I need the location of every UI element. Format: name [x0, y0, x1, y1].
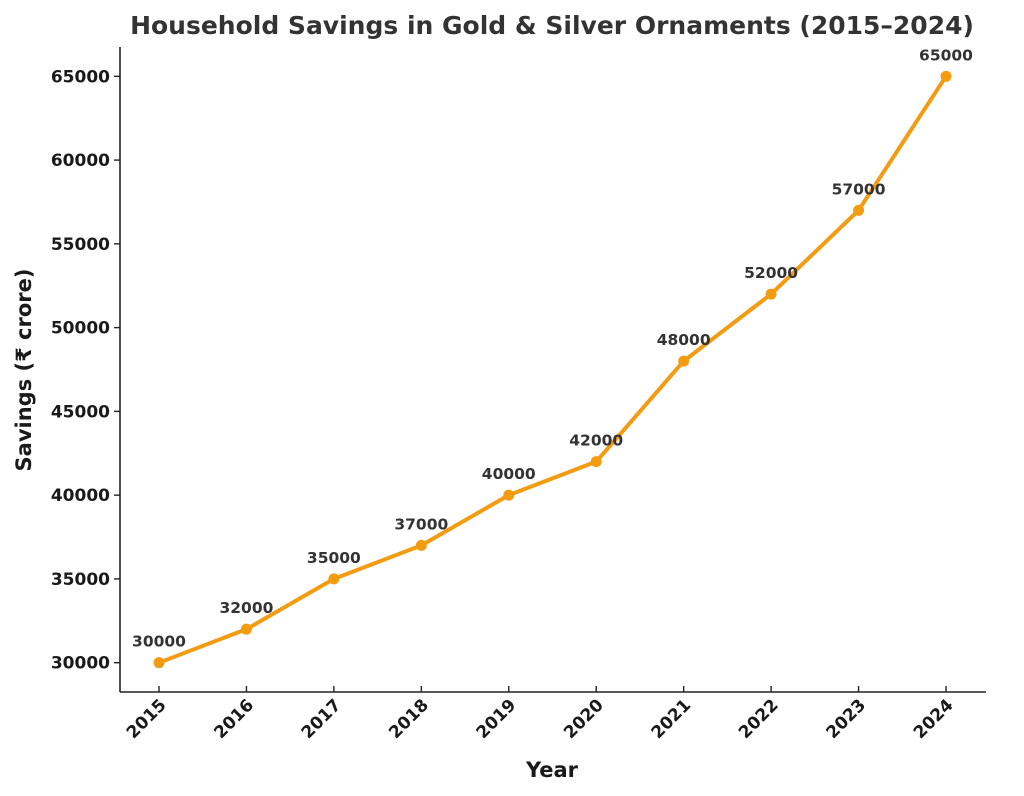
data-point [590, 456, 602, 468]
y-tick-label: 45000 [51, 402, 110, 422]
x-tick-label: 2018 [385, 695, 433, 743]
x-tick-label: 2024 [910, 695, 958, 743]
data-label: 48000 [657, 331, 711, 349]
x-tick-label: 2020 [560, 695, 608, 743]
y-tick-label: 60000 [51, 151, 110, 171]
x-tick-label: 2017 [298, 695, 346, 743]
data-label: 30000 [132, 633, 186, 651]
data-label: 52000 [744, 264, 798, 282]
x-tick-label: 2022 [735, 695, 783, 743]
y-tick-label: 30000 [51, 654, 110, 674]
x-tick-label: 2019 [473, 695, 521, 743]
x-tick-label: 2016 [210, 695, 258, 743]
chart-title: Household Savings in Gold & Silver Ornam… [130, 11, 974, 40]
x-axis-label: Year [525, 758, 579, 782]
x-tick-label: 2015 [123, 695, 171, 743]
data-point [240, 623, 252, 635]
y-tick-label: 55000 [51, 235, 110, 255]
y-tick-label: 40000 [51, 486, 110, 506]
data-label: 57000 [832, 180, 886, 198]
data-label: 35000 [307, 549, 361, 567]
data-labels: 30000 32000 35000 37000 40000 42000 48000 52000… [132, 46, 973, 650]
data-label: 65000 [919, 46, 973, 64]
data-label: 32000 [219, 599, 273, 617]
data-point [765, 288, 777, 300]
x-ticks: 2015 2016 2017 2018 2019 2020 2021 2022 2023 2024 [123, 686, 958, 743]
y-tick-label: 35000 [51, 570, 110, 590]
data-point [153, 657, 165, 669]
axes [119, 47, 986, 693]
y-ticks: 30000 35000 40000 45000 50000 55000 60000 65000 [51, 67, 120, 674]
x-tick-label: 2023 [822, 695, 870, 743]
data-label: 42000 [569, 432, 623, 450]
data-point [678, 355, 690, 367]
y-tick-label: 65000 [51, 67, 110, 87]
data-label: 37000 [394, 515, 448, 533]
y-tick-label: 50000 [51, 319, 110, 339]
y-axis-label: Savings (₹ crore) [12, 269, 36, 472]
data-point [328, 573, 340, 585]
x-tick-label: 2021 [648, 695, 696, 743]
data-point [503, 489, 515, 501]
data-label: 40000 [482, 465, 536, 483]
series-line [157, 74, 948, 665]
data-point [940, 70, 952, 82]
data-point [853, 204, 865, 216]
data-point [415, 539, 427, 551]
series-savings [153, 70, 952, 669]
